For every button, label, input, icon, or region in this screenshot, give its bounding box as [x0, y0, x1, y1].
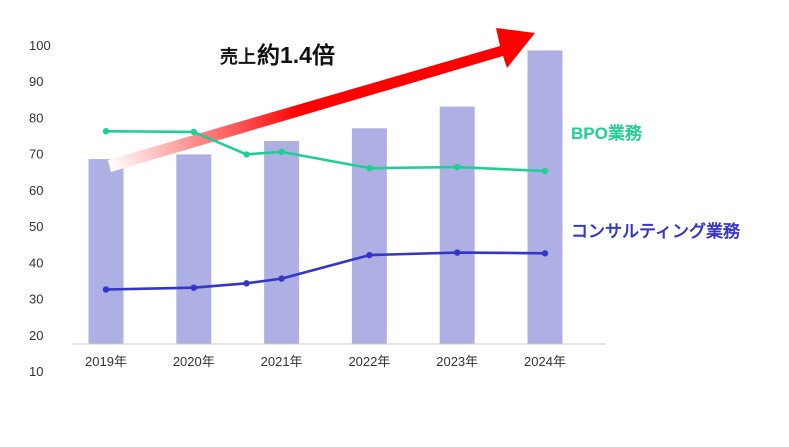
series-point-bpo [243, 151, 250, 158]
bar-2020年 [176, 154, 212, 344]
series-label-consulting: コンサルティング業務 [571, 221, 741, 241]
x-tick-label: 2020年 [173, 354, 215, 369]
x-tick-label: 2024年 [524, 354, 566, 369]
growth-arrow-shape [108, 28, 535, 172]
y-tick-label: 100 [29, 38, 51, 53]
series-point-consulting [243, 280, 250, 287]
y-tick-label: 30 [29, 292, 43, 307]
bar-2022年 [351, 128, 387, 344]
series-line-consulting [105, 251, 546, 291]
series-point-consulting [102, 286, 110, 293]
bar-2021年 [264, 140, 300, 344]
series-point-bpo [366, 164, 373, 172]
series-point-consulting [366, 251, 373, 259]
series-point-consulting [541, 250, 549, 257]
series-point-bpo [541, 167, 549, 175]
bar-2023年 [439, 106, 475, 344]
bar-2024年 [527, 50, 563, 344]
y-tick-label: 60 [29, 183, 43, 198]
x-tick-label: 2022年 [348, 354, 390, 369]
annotation-emphasis: 約1.4倍 [257, 42, 335, 68]
x-tick-label: 2021年 [261, 354, 303, 369]
y-tick-label: 40 [29, 255, 43, 270]
y-tick-label: 80 [29, 110, 43, 125]
y-tick-label: 50 [29, 219, 43, 234]
y-tick-label: 20 [29, 328, 43, 343]
series-point-bpo [454, 163, 461, 171]
series-label-bpo: BPO業務 [571, 123, 643, 143]
series-point-bpo [102, 128, 110, 135]
annotation-text: 売上約1.4倍 [220, 42, 335, 68]
y-tick-label: 70 [29, 147, 43, 162]
y-tick-label: 90 [29, 74, 43, 89]
ticks-layer: 10 20 30 40 50 60 70 80 90 100 2019年 2020年 2021年 2022… [29, 38, 566, 379]
x-tick-label: 2023年 [436, 354, 478, 369]
lines-layer [102, 128, 549, 293]
x-tick-label: 2019年 [85, 354, 127, 369]
series-point-bpo [190, 128, 197, 136]
series-point-consulting [454, 249, 461, 256]
series-point-consulting [190, 284, 197, 291]
annotation-prefix: 売上 [220, 46, 256, 67]
y-tick-label: 10 [29, 364, 43, 379]
growth-arrow [108, 28, 535, 172]
bars-layer [88, 50, 563, 344]
series-point-consulting [278, 275, 285, 282]
series-point-bpo [278, 148, 285, 156]
bar-2019年 [88, 159, 124, 344]
